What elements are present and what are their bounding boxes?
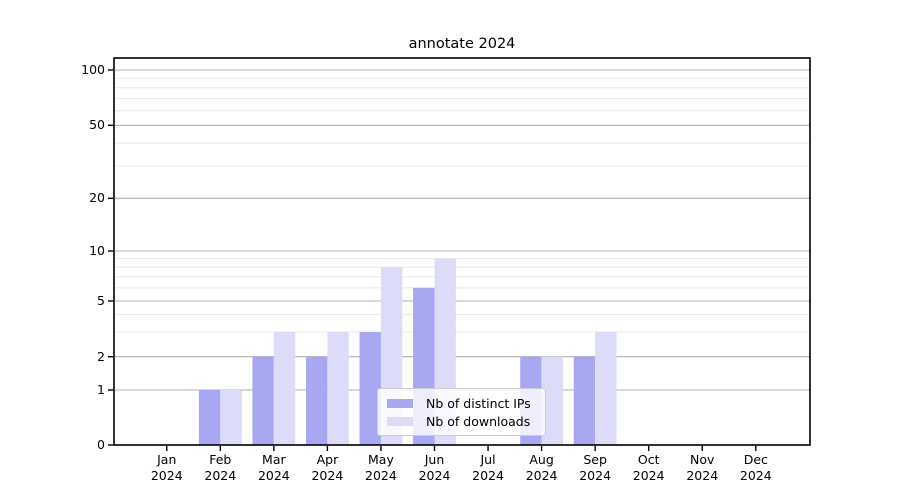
- x-tick-label-feb: Feb 2024: [204, 452, 237, 483]
- bar-distinct-ips-feb: [198, 390, 221, 445]
- x-tick-label-jan: Jan 2024: [150, 452, 183, 483]
- legend-label-downloads: Nb of downloads: [426, 413, 531, 429]
- bar-downloads-sep: [595, 332, 617, 445]
- bar-distinct-ips-apr: [306, 356, 328, 445]
- bar-downloads-feb: [220, 390, 242, 445]
- legend-label-distinct-ips: Nb of distinct IPs: [426, 395, 531, 411]
- legend-swatch-distinct-ips: [387, 398, 413, 408]
- x-tick-label-dec: Dec 2024: [739, 452, 772, 483]
- x-tick-label-may: May 2024: [365, 452, 397, 483]
- y-tick-label-5: 5: [97, 293, 105, 308]
- legend-item-distinct-ips: Nb of distinct IPs: [387, 396, 536, 411]
- x-tick-label-sep: Sep 2024: [579, 452, 612, 483]
- bar-distinct-ips-sep: [573, 356, 596, 445]
- legend-item-downloads: Nb of downloads: [387, 414, 536, 429]
- y-tick-label-20: 20: [89, 190, 105, 206]
- bar-downloads-aug: [541, 356, 563, 445]
- legend-swatch-downloads: [387, 416, 413, 426]
- legend: Nb of distinct IPs Nb of downloads: [377, 388, 546, 436]
- x-tick-label-oct: Oct 2024: [632, 452, 665, 483]
- x-tick-label-nov: Nov 2024: [686, 452, 719, 483]
- y-tick-label-1: 1: [97, 382, 105, 397]
- y-tick-label-100: 100: [81, 62, 105, 77]
- y-tick-label-2: 2: [97, 348, 105, 364]
- x-tick-label-jul: Jul 2024: [472, 452, 504, 483]
- x-tick-label-aug: Aug 2024: [525, 452, 558, 483]
- x-tick-label-apr: Apr 2024: [311, 452, 344, 483]
- y-tick-label-10: 10: [89, 243, 105, 258]
- bar-distinct-ips-may: [359, 332, 381, 445]
- y-tick-label-50: 50: [89, 117, 105, 133]
- chart-title: annotate 2024: [408, 36, 516, 52]
- x-tick-label-jun: Jun 2024: [418, 452, 451, 483]
- bar-distinct-ips-mar: [252, 356, 274, 445]
- x-tick-label-mar: Mar 2024: [257, 452, 290, 483]
- bar-downloads-mar: [273, 332, 296, 445]
- bar-downloads-apr: [327, 332, 349, 445]
- y-tick-label-0: 0: [97, 437, 105, 452]
- axes-frame: [113, 57, 811, 446]
